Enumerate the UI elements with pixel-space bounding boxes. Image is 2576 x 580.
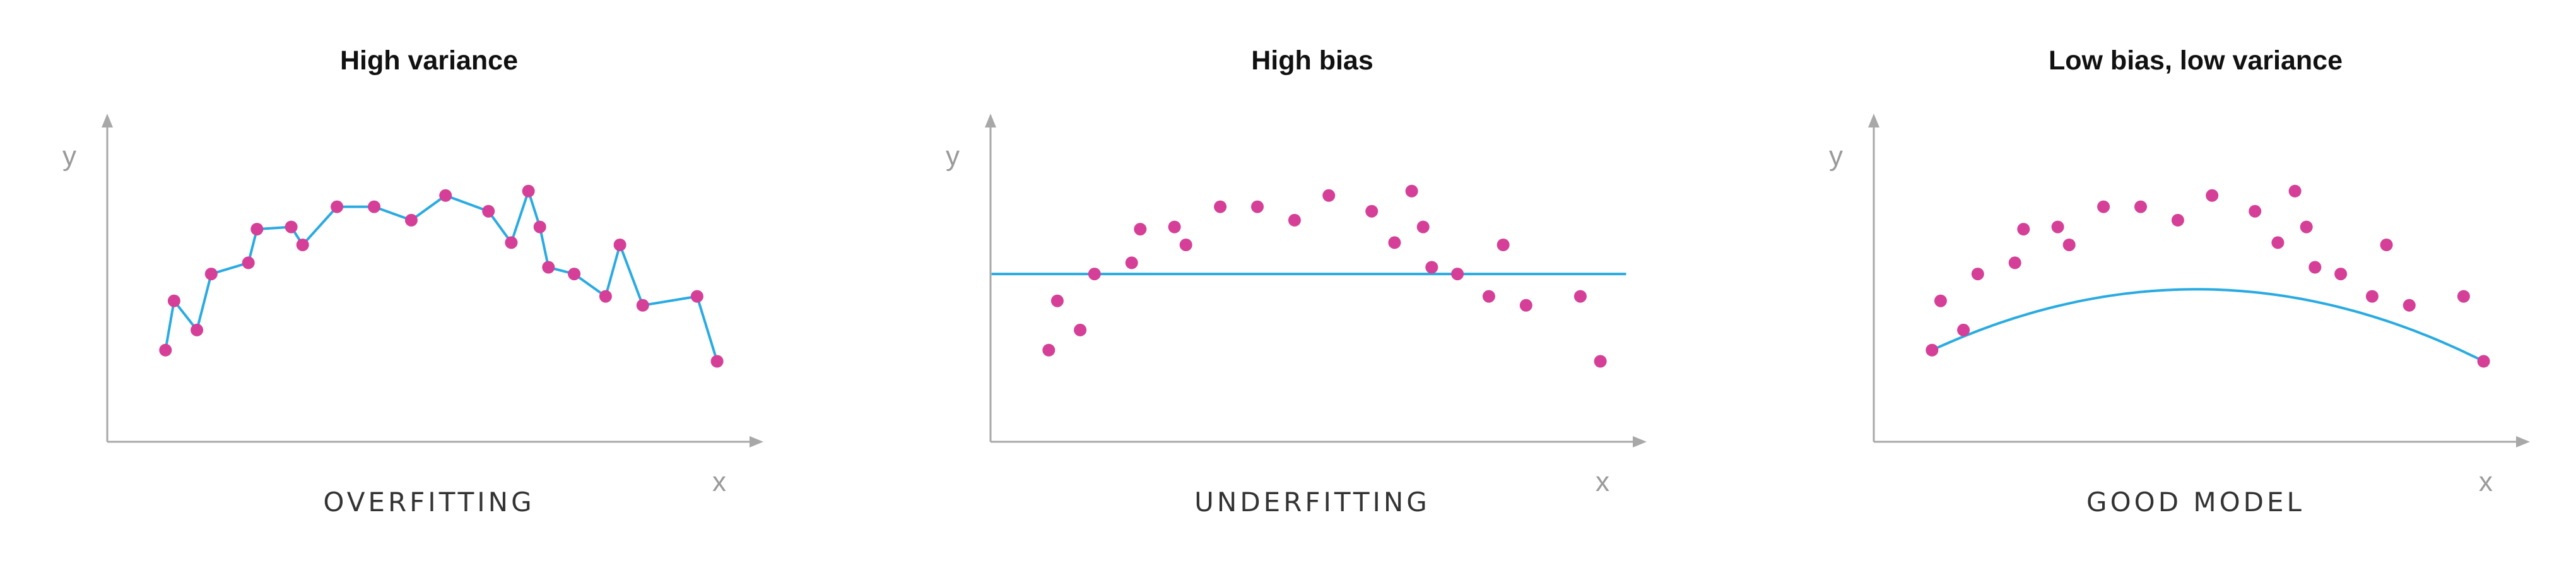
data-point-16 <box>2300 220 2313 234</box>
data-point-18 <box>2334 268 2348 281</box>
y-axis-label: y <box>62 141 76 172</box>
data-point-9 <box>331 200 344 213</box>
data-point-19 <box>2365 290 2379 303</box>
data-point-9 <box>1214 200 1227 213</box>
data-point-20 <box>1497 239 1510 251</box>
data-point-14 <box>1388 236 1401 249</box>
data-point-15 <box>522 184 535 198</box>
data-point-2 <box>167 294 180 307</box>
fit-line <box>1931 288 2485 363</box>
data-point-17 <box>2308 261 2322 274</box>
data-point-12 <box>439 189 452 202</box>
data-point-22 <box>2457 290 2470 303</box>
data-point-9 <box>2097 200 2110 213</box>
data-point-12 <box>1322 189 1336 202</box>
data-point-7 <box>1168 220 1181 234</box>
data-point-8 <box>2062 239 2076 251</box>
data-point-20 <box>613 239 626 251</box>
data-point-8 <box>296 239 309 251</box>
data-point-7 <box>2051 220 2064 234</box>
data-point-10 <box>2134 200 2147 213</box>
data-point-21 <box>1519 299 1532 312</box>
data-point-12 <box>2206 189 2219 202</box>
data-point-6 <box>1134 223 1147 236</box>
data-point-5 <box>242 256 255 269</box>
data-point-4 <box>1971 268 1984 281</box>
chart-panel-2: High bias y x UNDERFITTING <box>946 45 1647 518</box>
data-point-11 <box>404 213 418 227</box>
data-point-11 <box>1288 213 1301 227</box>
chart-caption: UNDERFITTING <box>1194 487 1430 518</box>
data-point-17 <box>1425 261 1438 274</box>
data-point-22 <box>690 290 703 303</box>
data-point-8 <box>1179 239 1192 251</box>
data-point-3 <box>1957 323 1970 336</box>
data-point-23 <box>1594 355 1607 368</box>
chart-panel-1: High variance y x OVERFITTING <box>62 45 763 518</box>
y-axis-arrow <box>985 114 996 127</box>
x-axis-label: x <box>2479 466 2493 497</box>
data-point-4 <box>1088 268 1101 281</box>
y-axis-arrow <box>102 114 113 127</box>
data-point-16 <box>533 220 546 234</box>
chart-caption: GOOD MODEL <box>2086 487 2305 518</box>
data-point-13 <box>482 204 495 218</box>
chart-title: High bias <box>1251 45 1373 76</box>
data-point-13 <box>2249 204 2262 218</box>
data-point-22 <box>1573 290 1587 303</box>
data-point-5 <box>1125 256 1138 269</box>
data-point-23 <box>710 355 724 368</box>
data-point-1 <box>1042 343 1056 357</box>
data-point-17 <box>542 261 555 274</box>
data-point-5 <box>2008 256 2021 269</box>
data-point-20 <box>2380 239 2393 251</box>
data-point-19 <box>1482 290 1495 303</box>
data-point-15 <box>2288 184 2302 198</box>
data-point-23 <box>2477 355 2490 368</box>
data-point-6 <box>2017 223 2030 236</box>
data-point-14 <box>2271 236 2285 249</box>
data-point-21 <box>2403 299 2416 312</box>
fit-line <box>164 189 719 362</box>
x-axis-label: x <box>712 466 726 497</box>
data-point-4 <box>204 268 218 281</box>
data-point-13 <box>1365 204 1379 218</box>
data-point-3 <box>1074 323 1087 336</box>
x-axis-label: x <box>1596 466 1609 497</box>
x-axis-arrow <box>750 436 763 447</box>
data-point-3 <box>191 323 204 336</box>
y-axis-label: y <box>946 141 960 172</box>
data-point-2 <box>1050 294 1064 307</box>
chart-title: Low bias, low variance <box>2049 45 2343 76</box>
data-point-19 <box>599 290 612 303</box>
y-axis-label: y <box>1829 141 1843 172</box>
data-point-2 <box>1934 294 1947 307</box>
data-point-6 <box>250 223 264 236</box>
data-point-10 <box>368 200 380 213</box>
y-axis-arrow <box>1868 114 1879 127</box>
data-point-7 <box>285 220 298 234</box>
data-point-14 <box>505 236 518 249</box>
data-point-15 <box>1405 184 1418 198</box>
data-point-18 <box>568 268 581 281</box>
chart-title: High variance <box>340 45 518 76</box>
chart-panel-3: Low bias, low variance y x GOOD MODEL <box>1829 45 2530 518</box>
data-point-11 <box>2171 213 2184 227</box>
data-point-18 <box>1451 268 1464 281</box>
data-point-21 <box>636 299 649 312</box>
data-point-10 <box>1251 200 1264 213</box>
data-point-1 <box>159 343 172 357</box>
x-axis-arrow <box>2516 436 2530 447</box>
data-point-16 <box>1416 220 1430 234</box>
x-axis-arrow <box>1633 436 1647 447</box>
chart-caption: OVERFITTING <box>323 487 534 518</box>
data-point-1 <box>1926 343 1939 357</box>
